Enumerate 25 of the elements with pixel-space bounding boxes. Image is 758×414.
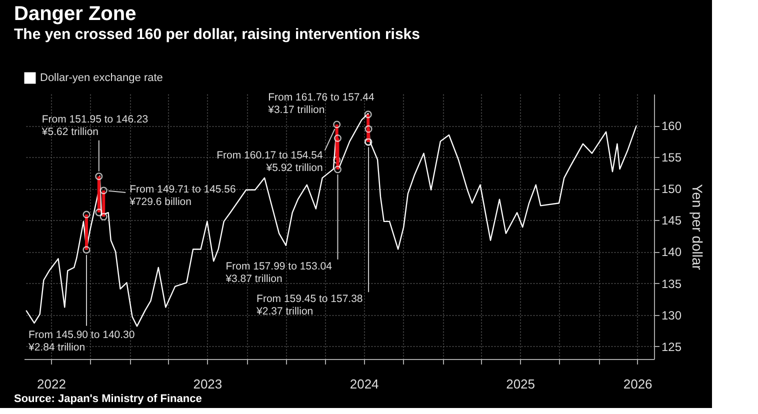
y-tick-label: 130 [662, 308, 682, 322]
annotation: From 145.90 to 140.30 ¥2.84 trillion [27, 328, 135, 354]
annotation: From 161.76 to 157.44 ¥3.17 trillion [267, 91, 374, 116]
annotation: From 159.45 to 157.38 ¥2.37 trillion [256, 293, 363, 318]
source-note: Source: Japan's Ministry of Finance [14, 393, 202, 405]
x-tick-label: 2025 [506, 376, 535, 392]
y-tick-label: 155 [662, 150, 682, 165]
x-tick-label: 2022 [37, 376, 66, 392]
x-tick-label: 2026 [623, 376, 652, 392]
y-axis-title: Yen per dollar [690, 184, 706, 270]
annotation: From 157.99 to 153.04 ¥3.87 trillion [224, 260, 332, 285]
y-tick-label: 150 [662, 182, 682, 196]
x-tick-label: 2024 [350, 376, 379, 392]
legend-label: Dollar-yen exchange rate [40, 72, 163, 84]
chart-subtitle: The yen crossed 160 per dollar, raising intervention risks [14, 26, 420, 43]
annotation: From 151.95 to 146.23 ¥5.62 trillion [40, 113, 148, 138]
chart-title: Danger Zone [14, 3, 136, 25]
y-tick-label: 125 [662, 340, 682, 354]
y-tick-label: 140 [662, 245, 682, 260]
y-tick-label: 135 [662, 276, 682, 291]
x-tick-label: 2023 [193, 376, 222, 392]
y-tick-label: 145 [662, 214, 682, 228]
y-tick-label: 160 [662, 119, 682, 134]
annotation: From 149.71 to 145.56 ¥729.6 billion [128, 183, 236, 208]
annotation: From 160.17 to 154.54 ¥5.92 trillion [216, 149, 324, 174]
